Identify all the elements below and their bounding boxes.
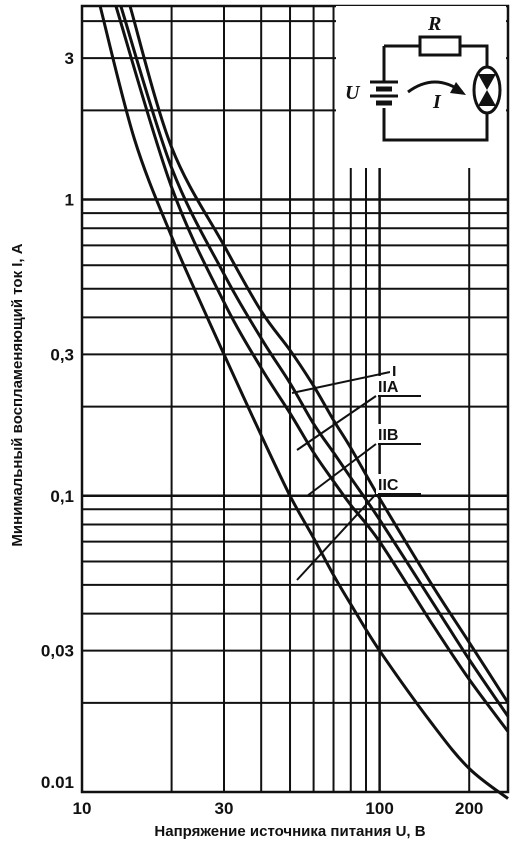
y-tick-label: 0,3 xyxy=(50,345,74,364)
y-tick-label: 3 xyxy=(65,49,74,68)
x-tick-label: 10 xyxy=(73,799,92,818)
series-line-i xyxy=(128,5,510,704)
y-axis-title: Минимальный воспламеняющий ток I, А xyxy=(9,243,26,546)
series-line-iib xyxy=(114,5,510,733)
series-label-bg xyxy=(376,474,423,494)
series-leader-iib xyxy=(306,443,377,497)
x-tick-label: 30 xyxy=(215,799,234,818)
x-tick-label: 200 xyxy=(455,799,483,818)
current-arrow xyxy=(407,80,466,95)
plot-frame xyxy=(80,4,510,794)
inset-source-label: U xyxy=(345,82,361,104)
spark-gap-symbol xyxy=(472,65,502,115)
series-label-iic: IIC xyxy=(378,477,399,494)
series-leader-iia xyxy=(296,395,377,451)
circuit-wires xyxy=(382,44,489,142)
series-label-iib: IIB xyxy=(378,427,398,444)
x-tick-label: 100 xyxy=(365,799,393,818)
series-line-iic xyxy=(98,5,509,800)
inset-resistor-label: R xyxy=(427,13,441,35)
series-lines xyxy=(98,5,510,800)
y-tick-label: 1 xyxy=(65,191,74,210)
y-tick-label: 0,1 xyxy=(50,487,74,506)
tick-labels: 10 30 100 200 0.01 0,03 0,1 0,3 1 3 xyxy=(41,49,483,818)
series-leader-i xyxy=(291,371,391,394)
resistor-symbol xyxy=(418,35,462,57)
series-label-iia: IIA xyxy=(378,379,399,396)
inset-current-label: I xyxy=(432,91,442,113)
x-axis-title: Напряжение источника питания U, В xyxy=(154,823,425,840)
y-tick-label: 0.01 xyxy=(41,773,74,792)
battery-symbol xyxy=(370,80,398,106)
series-label-bg xyxy=(376,424,423,444)
circuit-inset: R U I xyxy=(336,6,506,168)
series-leader-iic xyxy=(296,493,377,581)
series-label-bg xyxy=(376,376,423,396)
y-tick-label: 0,03 xyxy=(41,642,74,661)
series-label-i: I xyxy=(392,364,396,381)
series-line-iia xyxy=(119,5,510,718)
